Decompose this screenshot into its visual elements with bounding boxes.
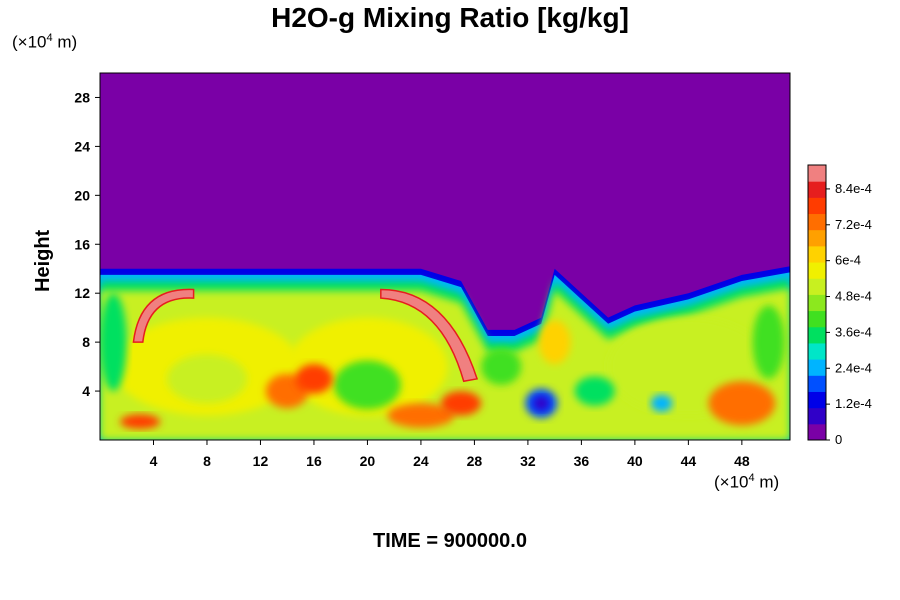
- colorbar-segment: [808, 391, 826, 409]
- field-blob: [440, 391, 482, 416]
- x-axis-ticks: 4 8 12 16 20 24 28 32 36 40 44 48: [150, 440, 750, 469]
- plot-frame: [99, 72, 791, 441]
- colorbar-segment: [808, 213, 826, 231]
- field-blob: [334, 360, 401, 410]
- colorbar-frame: [807, 164, 827, 441]
- y-axis-ticks: 4 8 12 16 20 24 28: [74, 89, 100, 399]
- colorbar-segment: [808, 229, 826, 247]
- x-axis-unit: (×104 m): [714, 472, 780, 492]
- colorbar-tick-label: 4.8e-4: [835, 289, 872, 304]
- colorbar-segment: [808, 326, 826, 344]
- colorbar-segment: [808, 181, 826, 198]
- field-blob: [574, 376, 615, 406]
- field-blob: [100, 293, 127, 392]
- colorbar-tick-label: 6e-4: [835, 253, 861, 268]
- colorbar-segment: [808, 165, 826, 182]
- colorbar-segment: [808, 262, 826, 279]
- high-moisture-rim-right: [380, 288, 479, 383]
- colorbar-tick-label: 3.6e-4: [835, 324, 872, 339]
- y-tick-label: 16: [74, 236, 90, 252]
- heatmap-field: [100, 73, 790, 440]
- y-tick-label: 12: [74, 285, 90, 301]
- field-blob: [752, 305, 785, 379]
- x-tick-label: 20: [360, 453, 376, 469]
- x-tick-label: 16: [306, 453, 322, 469]
- colorbar-segment: [808, 278, 826, 295]
- colorbar-tick-label: 2.4e-4: [835, 360, 872, 375]
- x-tick-label: 48: [734, 453, 750, 469]
- colorbar-segment: [808, 310, 826, 328]
- colorbar-segment: [808, 407, 826, 425]
- y-tick-label: 24: [74, 138, 90, 154]
- field-blob: [166, 354, 248, 404]
- colorbar-segment: [808, 375, 826, 392]
- chart-title: H2O-g Mixing Ratio [kg/kg]: [271, 2, 629, 33]
- field-blob: [387, 403, 455, 428]
- colorbar-tick-label: 1.2e-4: [835, 396, 872, 411]
- colorbar-tick-label: 8.4e-4: [835, 181, 872, 196]
- x-tick-label: 32: [520, 453, 536, 469]
- y-tick-label: 20: [74, 187, 90, 203]
- field-blob: [533, 395, 550, 411]
- colorbar-segment: [808, 197, 826, 215]
- field-blob: [295, 364, 333, 394]
- colorbar-segment: [808, 294, 826, 312]
- x-tick-label: 24: [413, 453, 429, 469]
- x-tick-label: 8: [203, 453, 211, 469]
- y-axis-unit: (×104 m): [12, 32, 78, 52]
- x-tick-label: 36: [574, 453, 590, 469]
- y-tick-label: 8: [82, 334, 90, 350]
- colorbar-segment: [808, 245, 826, 263]
- x-tick-label: 40: [627, 453, 643, 469]
- colorbar-segment: [808, 359, 826, 376]
- high-moisture-rim-left: [132, 288, 195, 343]
- x-tick-label: 44: [681, 453, 697, 469]
- field-blob: [120, 414, 161, 429]
- field-blob: [538, 320, 571, 365]
- colorbar-segment: [808, 423, 826, 441]
- y-tick-label: 4: [82, 383, 90, 399]
- field-blob: [481, 348, 522, 385]
- colorbar-tick-label: 7.2e-4: [835, 217, 872, 232]
- y-tick-label: 28: [74, 89, 90, 105]
- colorbar: 0 1.2e-4 2.4e-4 3.6e-4 4.8e-4 6e-4 7.2e-4 8.4e-…: [807, 164, 872, 447]
- x-tick-label: 28: [467, 453, 483, 469]
- colorbar-segment: [808, 342, 826, 360]
- colorbar-tick-label: 0: [835, 432, 842, 447]
- x-tick-label: 12: [253, 453, 269, 469]
- field-blob: [650, 394, 673, 412]
- x-tick-label: 4: [150, 453, 158, 469]
- time-label: TIME = 900000.0: [373, 530, 527, 552]
- field-blob: [708, 381, 776, 426]
